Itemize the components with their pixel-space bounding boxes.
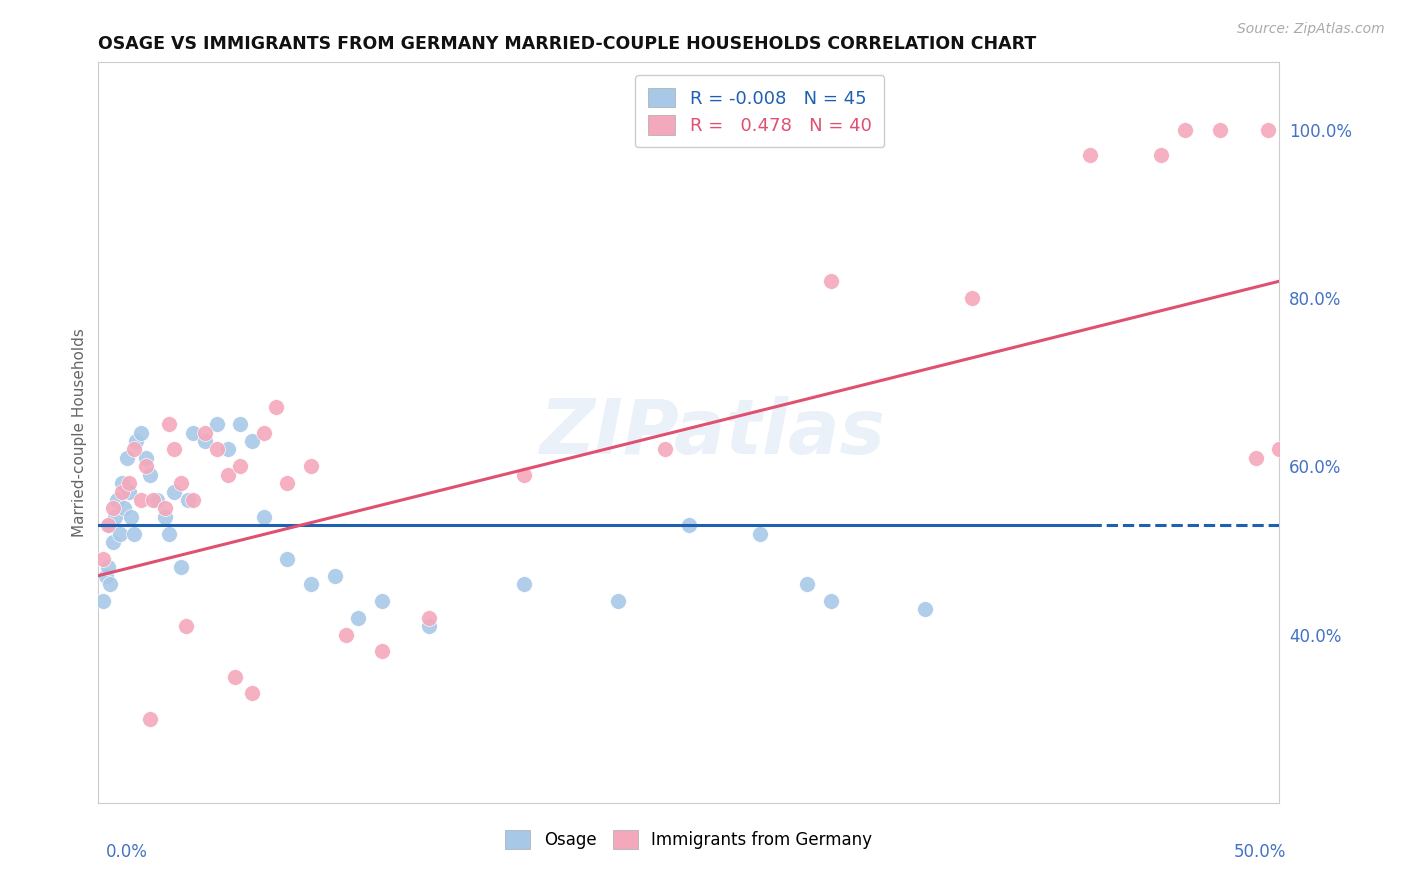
Point bbox=[748, 526, 770, 541]
Point bbox=[1174, 122, 1197, 136]
Point bbox=[139, 467, 162, 482]
Point bbox=[91, 551, 114, 566]
Point bbox=[276, 476, 298, 491]
Point bbox=[97, 518, 120, 533]
Point bbox=[112, 501, 135, 516]
Point bbox=[125, 434, 148, 448]
Point bbox=[335, 627, 357, 641]
Point bbox=[135, 450, 157, 465]
Point bbox=[194, 434, 217, 448]
Point bbox=[253, 509, 276, 524]
Point bbox=[111, 476, 134, 491]
Point bbox=[122, 442, 145, 457]
Point bbox=[323, 568, 346, 582]
Point bbox=[177, 492, 200, 507]
Point bbox=[229, 459, 252, 474]
Point bbox=[146, 492, 169, 507]
Point bbox=[217, 467, 239, 482]
Text: Source: ZipAtlas.com: Source: ZipAtlas.com bbox=[1237, 22, 1385, 37]
Point bbox=[418, 611, 440, 625]
Point bbox=[91, 594, 114, 608]
Text: 0.0%: 0.0% bbox=[105, 843, 148, 861]
Point bbox=[111, 484, 134, 499]
Text: 50.0%: 50.0% bbox=[1234, 843, 1286, 861]
Point bbox=[1209, 122, 1232, 136]
Point bbox=[129, 425, 152, 440]
Point bbox=[796, 577, 818, 591]
Point bbox=[217, 442, 239, 457]
Point bbox=[224, 670, 246, 684]
Point bbox=[299, 459, 322, 474]
Point bbox=[101, 501, 124, 516]
Point bbox=[276, 551, 298, 566]
Point bbox=[240, 686, 263, 700]
Point bbox=[253, 425, 276, 440]
Point bbox=[157, 417, 180, 432]
Point bbox=[654, 442, 676, 457]
Point bbox=[347, 611, 370, 625]
Point bbox=[194, 425, 217, 440]
Point bbox=[121, 509, 143, 524]
Point bbox=[607, 594, 630, 608]
Point bbox=[1080, 148, 1102, 162]
Point bbox=[139, 712, 162, 726]
Point bbox=[240, 434, 263, 448]
Point bbox=[105, 492, 128, 507]
Point bbox=[1268, 442, 1291, 457]
Point bbox=[820, 274, 842, 288]
Point bbox=[98, 518, 121, 533]
Point bbox=[205, 417, 228, 432]
Legend: Osage, Immigrants from Germany: Osage, Immigrants from Germany bbox=[498, 822, 880, 857]
Text: ZIPatlas: ZIPatlas bbox=[540, 396, 886, 469]
Point bbox=[108, 526, 131, 541]
Point bbox=[678, 518, 700, 533]
Point bbox=[174, 619, 197, 633]
Point bbox=[512, 467, 534, 482]
Point bbox=[962, 291, 984, 305]
Y-axis label: Married-couple Households: Married-couple Households bbox=[72, 328, 87, 537]
Point bbox=[1257, 122, 1279, 136]
Point bbox=[157, 526, 180, 541]
Point bbox=[914, 602, 936, 616]
Point bbox=[97, 560, 120, 574]
Point bbox=[205, 442, 228, 457]
Point bbox=[163, 484, 186, 499]
Point bbox=[371, 644, 394, 658]
Point bbox=[181, 425, 204, 440]
Point bbox=[181, 492, 204, 507]
Point bbox=[118, 484, 141, 499]
Point bbox=[512, 577, 534, 591]
Point bbox=[264, 401, 287, 415]
Point bbox=[122, 526, 145, 541]
Point bbox=[820, 594, 842, 608]
Point bbox=[142, 492, 165, 507]
Point bbox=[104, 509, 127, 524]
Point bbox=[170, 560, 193, 574]
Point bbox=[163, 442, 186, 457]
Point bbox=[101, 535, 124, 549]
Point bbox=[170, 476, 193, 491]
Point bbox=[299, 577, 322, 591]
Text: OSAGE VS IMMIGRANTS FROM GERMANY MARRIED-COUPLE HOUSEHOLDS CORRELATION CHART: OSAGE VS IMMIGRANTS FROM GERMANY MARRIED… bbox=[98, 35, 1036, 53]
Point bbox=[153, 509, 176, 524]
Point bbox=[371, 594, 394, 608]
Point bbox=[115, 450, 138, 465]
Point bbox=[1150, 148, 1173, 162]
Point bbox=[1244, 450, 1267, 465]
Point bbox=[418, 619, 440, 633]
Point bbox=[153, 501, 176, 516]
Point bbox=[229, 417, 252, 432]
Point bbox=[118, 476, 141, 491]
Point bbox=[129, 492, 152, 507]
Point bbox=[98, 577, 121, 591]
Point bbox=[135, 459, 157, 474]
Point bbox=[94, 568, 117, 582]
